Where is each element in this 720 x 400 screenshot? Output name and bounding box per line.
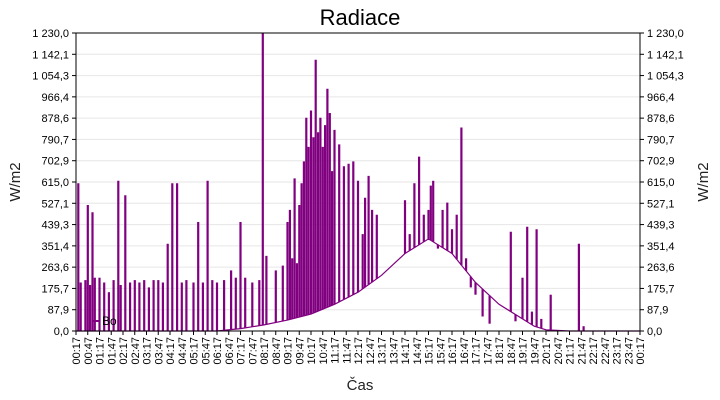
x-tick-label: 12:47 xyxy=(365,337,377,365)
x-tick-label: 13:17 xyxy=(377,337,389,365)
x-tick-label: 06:47 xyxy=(224,337,236,365)
x-tick-label: 10:47 xyxy=(318,337,330,365)
x-axis-label: Čas xyxy=(347,377,374,394)
x-tick-label: 15:47 xyxy=(435,337,447,365)
x-tick-label: 09:17 xyxy=(283,337,295,365)
x-tick-label: 11:17 xyxy=(330,337,342,364)
y-tick-label-left: 702,9 xyxy=(41,156,69,168)
x-tick-label: 00:47 xyxy=(83,337,95,365)
y-tick-label-left: 439,3 xyxy=(41,220,69,232)
y-tick-label-left: 0,0 xyxy=(54,326,69,338)
plot-area: Bo xyxy=(76,33,640,332)
y-tick-label-right: 1 230,0 xyxy=(647,28,684,40)
y-tick-label-right: 615,0 xyxy=(647,177,675,189)
y-tick-label-left: 351,4 xyxy=(41,241,69,253)
y-tick-label-right: 263,6 xyxy=(647,262,675,274)
y-tick-label-right: 966,4 xyxy=(647,92,675,104)
y-tick-label-left: 966,4 xyxy=(41,92,69,104)
y-tick-label-right: 439,3 xyxy=(647,220,675,232)
x-tick-label: 15:17 xyxy=(424,337,436,365)
y-tick-label-left: 1 230,0 xyxy=(32,28,69,40)
x-tick-label: 08:17 xyxy=(259,337,271,365)
y-tick-label-right: 790,7 xyxy=(647,134,675,146)
y-tick-label-left: 790,7 xyxy=(41,134,69,146)
x-tick-label: 07:47 xyxy=(247,337,259,365)
x-tick-label: 02:17 xyxy=(118,337,130,365)
y-tick-label-right: 1 142,1 xyxy=(647,49,684,61)
chart-title: Radiace xyxy=(320,5,401,30)
x-tick-label: 11:47 xyxy=(341,337,353,364)
y-axis-ticks: 0,0 0,0 87,9 87,9 175,7 175,7 263,6 263,6 351,4 3… xyxy=(32,28,683,338)
x-tick-label: 02:47 xyxy=(130,337,142,365)
x-tick-label: 01:47 xyxy=(106,337,118,365)
x-tick-label: 21:47 xyxy=(576,337,588,365)
x-tick-label: 09:47 xyxy=(294,337,306,365)
y-tick-label-right: 702,9 xyxy=(647,156,675,168)
y-tick-label-left: 175,7 xyxy=(41,283,69,295)
x-tick-label: 19:17 xyxy=(518,337,530,365)
x-tick-label: 16:17 xyxy=(447,337,459,365)
x-tick-label: 22:47 xyxy=(600,337,612,365)
x-tick-label: 01:17 xyxy=(95,337,107,365)
y-tick-label-left: 1 142,1 xyxy=(32,49,69,61)
y-tick-label-left: 527,1 xyxy=(41,198,69,210)
legend-label: Bo xyxy=(102,314,117,328)
y-tick-label-right: 0,0 xyxy=(647,326,662,338)
x-tick-label: 05:47 xyxy=(200,337,212,365)
x-tick-label: 00:17 xyxy=(71,337,83,365)
y-tick-label-right: 351,4 xyxy=(647,241,675,253)
x-tick-label: 04:47 xyxy=(177,337,189,365)
x-tick-label: 16:47 xyxy=(459,337,471,365)
y-tick-label-right: 1 054,3 xyxy=(647,71,684,83)
x-tick-label: 23:17 xyxy=(612,337,624,365)
y-tick-label-left: 263,6 xyxy=(41,262,69,274)
x-tick-label: 18:47 xyxy=(506,337,518,365)
x-tick-label: 03:47 xyxy=(153,337,165,365)
x-tick-label: 14:47 xyxy=(412,337,424,365)
x-tick-label: 07:17 xyxy=(236,337,248,365)
x-tick-label: 23:47 xyxy=(623,337,635,365)
x-axis-ticks: 00:17 00:47 01:17 01:47 02:17 02:47 03:17 03:47… xyxy=(71,331,647,365)
x-tick-label: 03:17 xyxy=(142,337,154,365)
x-tick-label: 10:17 xyxy=(306,337,318,365)
y-tick-label-right: 87,9 xyxy=(647,305,668,317)
x-tick-label: 19:47 xyxy=(529,337,541,365)
x-tick-label: 13:47 xyxy=(388,337,400,365)
x-tick-label: 12:17 xyxy=(353,337,365,365)
y-tick-label-right: 878,6 xyxy=(647,113,675,125)
x-tick-label: 06:17 xyxy=(212,337,224,365)
x-tick-label: 14:17 xyxy=(400,337,412,365)
y-tick-label-right: 175,7 xyxy=(647,283,675,295)
y-axis-label-right: W/m2 xyxy=(695,162,712,201)
plot-frame xyxy=(75,32,641,332)
x-tick-label: 08:47 xyxy=(271,337,283,365)
y-tick-label-left: 878,6 xyxy=(41,113,69,125)
x-tick-label: 17:17 xyxy=(471,337,483,365)
y-tick-label-left: 87,9 xyxy=(48,305,69,317)
x-tick-label: 21:17 xyxy=(565,337,577,365)
y-tick-label-left: 1 054,3 xyxy=(32,71,69,83)
x-tick-label: 17:47 xyxy=(482,337,494,365)
x-tick-label: 18:17 xyxy=(494,337,506,365)
x-tick-label: 00:17 xyxy=(635,337,647,365)
x-tick-label: 20:17 xyxy=(541,337,553,365)
x-tick-label: 04:17 xyxy=(165,337,177,365)
x-tick-label: 05:17 xyxy=(189,337,201,365)
x-tick-label: 20:47 xyxy=(553,337,565,365)
y-axis-label-left: W/m2 xyxy=(7,162,24,201)
y-tick-label-right: 527,1 xyxy=(647,198,675,210)
y-tick-label-left: 615,0 xyxy=(41,177,69,189)
x-tick-label: 22:17 xyxy=(588,337,600,365)
